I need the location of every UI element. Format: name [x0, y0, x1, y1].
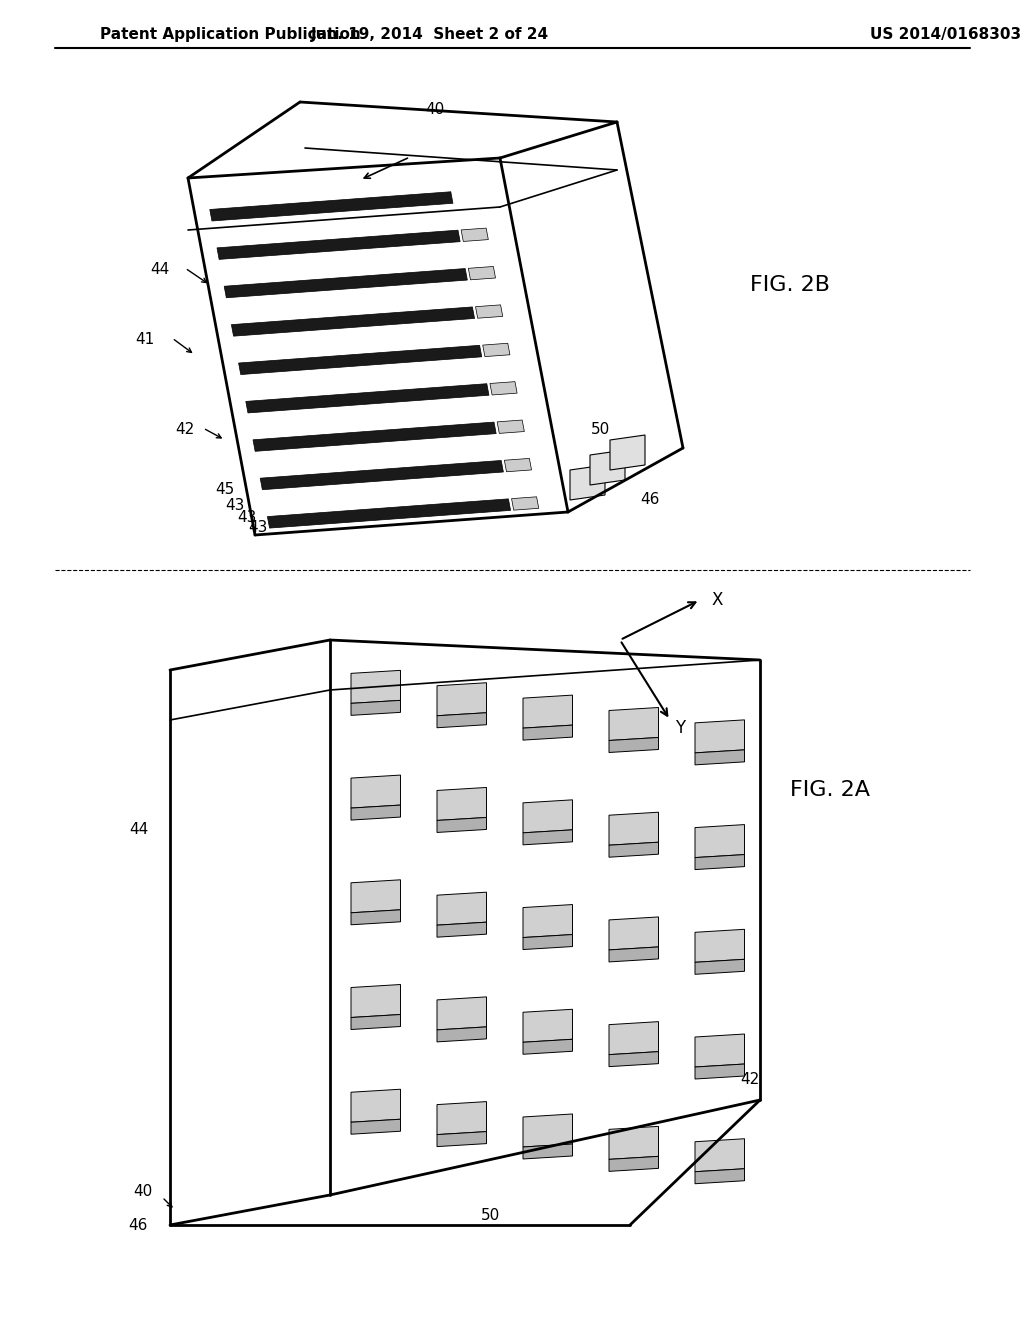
Text: 42: 42	[740, 1072, 759, 1088]
Polygon shape	[609, 1052, 658, 1067]
Polygon shape	[609, 738, 658, 752]
Polygon shape	[609, 1022, 658, 1055]
Text: 43: 43	[225, 498, 245, 512]
Polygon shape	[523, 904, 572, 937]
Polygon shape	[351, 880, 400, 913]
Polygon shape	[609, 946, 658, 962]
Polygon shape	[609, 842, 658, 857]
Polygon shape	[695, 825, 744, 858]
Polygon shape	[489, 381, 517, 395]
Polygon shape	[609, 1156, 658, 1171]
Text: Jun. 19, 2014  Sheet 2 of 24: Jun. 19, 2014 Sheet 2 of 24	[311, 28, 549, 42]
Polygon shape	[497, 420, 524, 433]
Polygon shape	[351, 1015, 400, 1030]
Polygon shape	[260, 461, 504, 490]
Text: 46: 46	[640, 492, 659, 507]
Text: 41: 41	[135, 333, 155, 347]
Polygon shape	[609, 812, 658, 845]
Polygon shape	[610, 436, 645, 470]
Text: 45: 45	[215, 483, 234, 498]
Text: US 2014/0168303 A1: US 2014/0168303 A1	[870, 28, 1024, 42]
Text: FIG. 2A: FIG. 2A	[790, 780, 870, 800]
Polygon shape	[246, 384, 489, 413]
Polygon shape	[437, 892, 486, 925]
Polygon shape	[437, 923, 486, 937]
Polygon shape	[351, 909, 400, 925]
Polygon shape	[523, 1010, 572, 1043]
Polygon shape	[695, 1139, 744, 1172]
Text: 50: 50	[480, 1208, 500, 1222]
Polygon shape	[253, 422, 497, 451]
Text: Patent Application Publication: Patent Application Publication	[100, 28, 360, 42]
Polygon shape	[461, 228, 488, 242]
Text: 40: 40	[133, 1184, 152, 1200]
Polygon shape	[351, 701, 400, 715]
Polygon shape	[609, 917, 658, 950]
Text: 43: 43	[238, 511, 257, 525]
Text: 42: 42	[175, 422, 195, 437]
Polygon shape	[523, 725, 572, 741]
Polygon shape	[267, 499, 511, 528]
Polygon shape	[512, 496, 539, 510]
Polygon shape	[609, 708, 658, 741]
Text: X: X	[712, 591, 723, 609]
Polygon shape	[523, 696, 572, 729]
Polygon shape	[590, 450, 625, 484]
Text: 44: 44	[151, 263, 170, 277]
Polygon shape	[351, 775, 400, 808]
Text: Y: Y	[675, 719, 685, 737]
Polygon shape	[437, 1131, 486, 1147]
Polygon shape	[351, 1089, 400, 1122]
Polygon shape	[224, 268, 467, 298]
Text: 50: 50	[591, 422, 609, 437]
Polygon shape	[695, 1064, 744, 1078]
Polygon shape	[695, 1168, 744, 1184]
Polygon shape	[437, 682, 486, 715]
Polygon shape	[695, 854, 744, 870]
Text: 46: 46	[129, 1217, 148, 1233]
Text: 43: 43	[248, 520, 267, 535]
Polygon shape	[231, 308, 474, 337]
Polygon shape	[570, 465, 605, 500]
Polygon shape	[695, 1034, 744, 1067]
Polygon shape	[523, 1039, 572, 1055]
Polygon shape	[351, 805, 400, 820]
Polygon shape	[523, 800, 572, 833]
Polygon shape	[695, 929, 744, 962]
Polygon shape	[437, 788, 486, 821]
Polygon shape	[523, 935, 572, 949]
Polygon shape	[505, 458, 531, 471]
Polygon shape	[437, 817, 486, 833]
Polygon shape	[437, 1027, 486, 1041]
Polygon shape	[523, 1144, 572, 1159]
Polygon shape	[468, 267, 496, 280]
Polygon shape	[523, 830, 572, 845]
Polygon shape	[437, 997, 486, 1030]
Polygon shape	[239, 346, 481, 375]
Polygon shape	[695, 719, 744, 752]
Polygon shape	[351, 1119, 400, 1134]
Text: FIG. 2B: FIG. 2B	[750, 275, 830, 294]
Polygon shape	[475, 305, 503, 318]
Polygon shape	[437, 713, 486, 727]
Text: 40: 40	[425, 103, 444, 117]
Polygon shape	[482, 343, 510, 356]
Polygon shape	[217, 230, 460, 260]
Polygon shape	[523, 1114, 572, 1147]
Text: 44: 44	[129, 822, 148, 837]
Polygon shape	[210, 191, 453, 220]
Polygon shape	[695, 750, 744, 764]
Polygon shape	[437, 1102, 486, 1135]
Polygon shape	[351, 985, 400, 1018]
Polygon shape	[351, 671, 400, 704]
Polygon shape	[695, 960, 744, 974]
Polygon shape	[609, 1126, 658, 1159]
